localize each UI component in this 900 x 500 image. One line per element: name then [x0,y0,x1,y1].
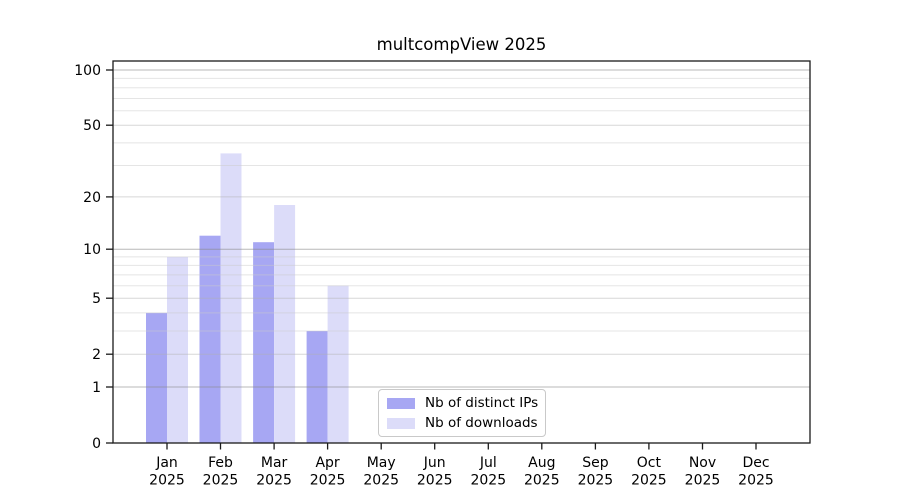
y-tick-label-0: 0 [92,436,101,452]
legend-swatch-downloads [387,417,415,429]
x-tick-label-may: May 2025 [363,455,399,489]
x-tick-label-jun: Jun 2025 [417,455,453,489]
bar-downloads-apr [327,285,349,443]
x-tick-label-apr: Apr 2025 [310,455,346,489]
legend: Nb of distinct IPs Nb of downloads [378,389,546,437]
legend-swatch-distinct-ips [387,397,415,409]
legend-item-distinct-ips: Nb of distinct IPs [387,395,545,411]
y-tick-label-100: 100 [74,63,101,79]
x-axis: Jan 2025 Feb 2025 Mar 2025 Apr 2025 May 2025 Jun 20… [149,443,774,489]
y-tick-label-5: 5 [92,291,101,307]
x-tick-label-dec: Dec 2025 [738,455,774,489]
bar-downloads-jan [167,256,188,443]
y-tick-label-1: 1 [92,380,101,396]
x-tick-label-aug: Aug 2025 [524,455,560,489]
gridlines-layer [113,69,810,388]
legend-item-downloads: Nb of downloads [387,415,545,431]
x-tick-label-feb: Feb 2025 [203,455,239,489]
y-tick-label-20: 20 [83,190,101,206]
bar-downloads-mar [274,205,296,443]
y-axis: 0 1 2 5 10 20 50 100 [74,63,113,452]
x-tick-label-jan: Jan 2025 [149,455,185,489]
y-tick-label-50: 50 [83,118,101,134]
x-tick-label-nov: Nov 2025 [685,455,721,489]
y-tick-label-10: 10 [83,242,101,258]
bar-ips-jan [146,312,167,443]
x-tick-label-oct: Oct 2025 [631,455,667,489]
chart-title: multcompView 2025 [376,35,547,54]
legend-label-downloads: Nb of downloads [425,415,538,431]
x-tick-label-mar: Mar 2025 [256,455,292,489]
legend-label-distinct-ips: Nb of distinct IPs [425,395,539,411]
x-tick-label-jul: Jul 2025 [470,455,506,489]
plot-border [112,60,811,444]
bar-ips-feb [199,235,221,443]
bar-ips-mar [253,242,275,443]
x-tick-label-sep: Sep 2025 [578,455,614,489]
y-tick-label-2: 2 [92,347,101,363]
